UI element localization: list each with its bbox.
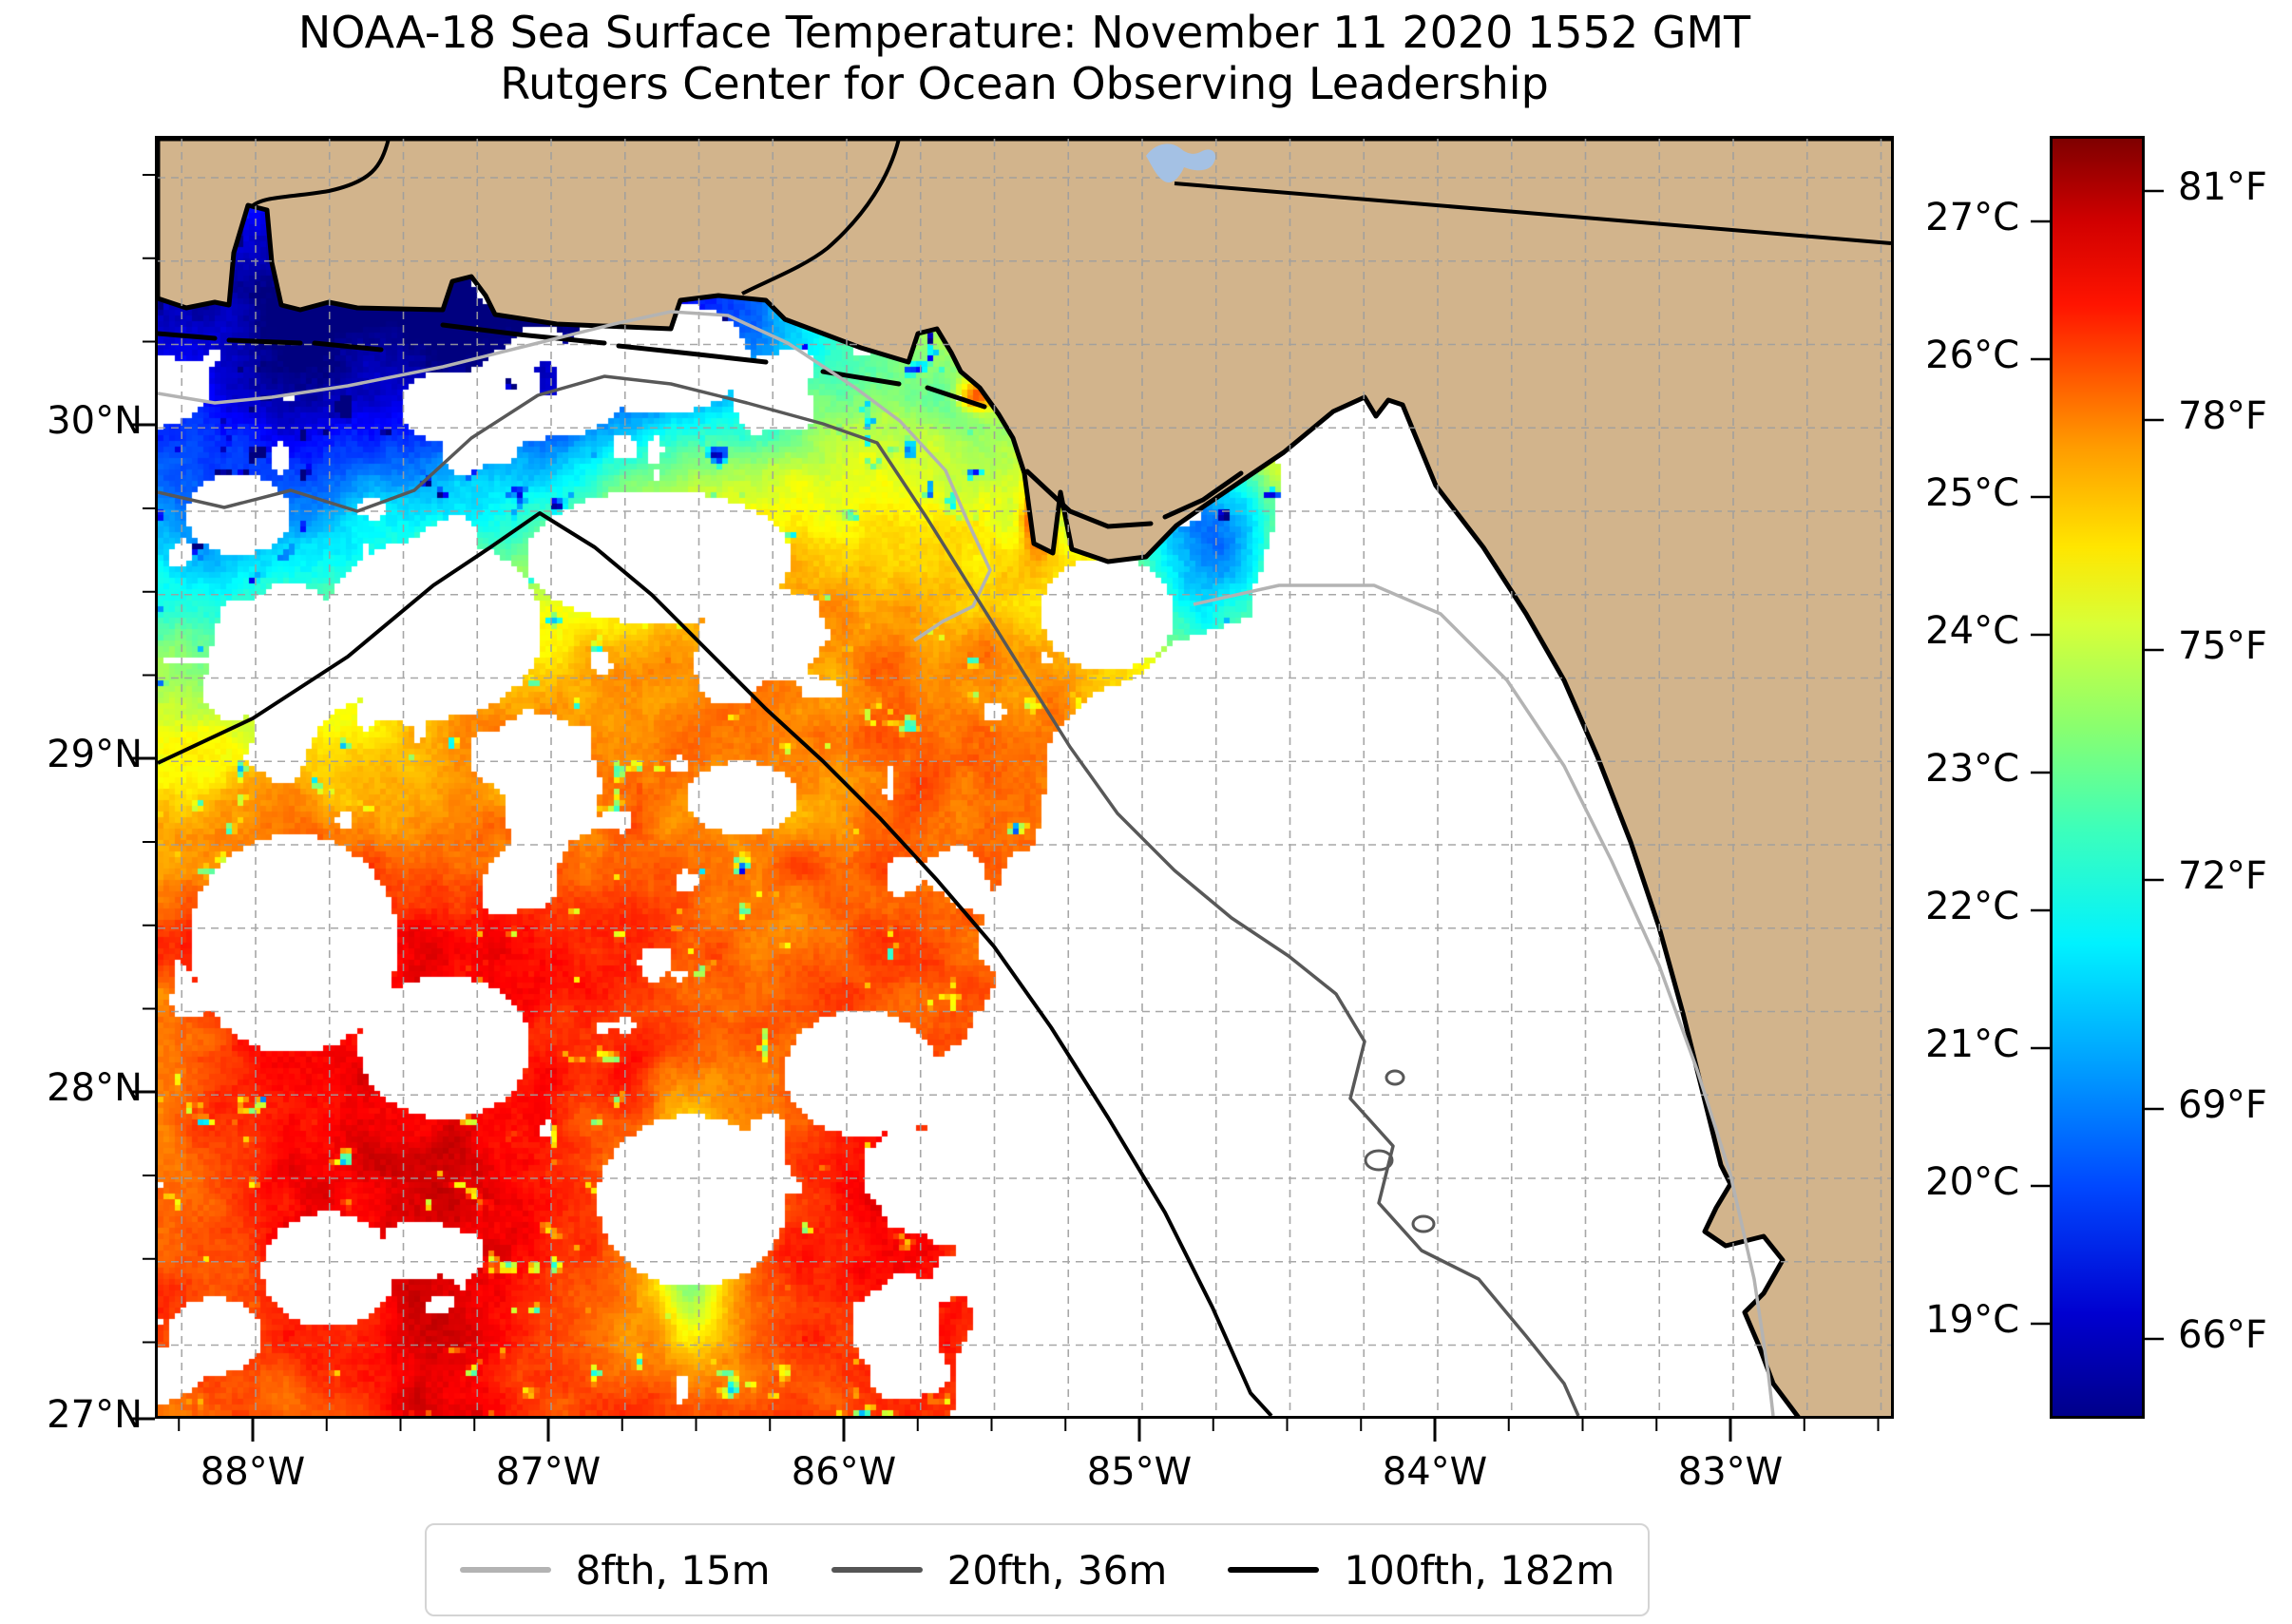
y-tick-label: 28°N xyxy=(47,1066,143,1110)
contour-line-inland xyxy=(1174,182,1891,245)
legend-label: 20fth, 36m xyxy=(946,1546,1168,1594)
colorbar-celsius-label: 20°C xyxy=(1925,1160,2019,1204)
contour-20fth xyxy=(158,374,1580,1416)
contour-8fth-west xyxy=(158,310,992,642)
contour-100fth xyxy=(158,511,1273,1416)
map-plot-area xyxy=(155,136,1894,1419)
y-tick-label: 27°N xyxy=(47,1393,143,1437)
x-tick-label: 83°W xyxy=(1677,1450,1784,1494)
legend-label: 100fth, 182m xyxy=(1344,1546,1615,1594)
colorbar-fahrenheit-label: 66°F xyxy=(2178,1313,2267,1357)
colorbar-celsius-label: 22°C xyxy=(1925,885,2019,928)
lake-polygon xyxy=(1146,143,1216,183)
colorbar-fahrenheit-label: 78°F xyxy=(2178,394,2267,438)
x-tick-label: 84°W xyxy=(1382,1450,1488,1494)
river-line xyxy=(741,139,901,296)
legend-item: 8fth, 15m xyxy=(459,1546,771,1594)
colorbar-fahrenheit-label: 81°F xyxy=(2178,165,2267,209)
contour-8fth-florida xyxy=(1193,583,1775,1416)
colorbar-celsius-label: 27°C xyxy=(1925,196,2019,239)
colorbar-celsius-label: 26°C xyxy=(1925,334,2019,377)
legend-line-sample xyxy=(1228,1567,1320,1573)
x-tick-label: 86°W xyxy=(791,1450,897,1494)
x-tick-label: 87°W xyxy=(495,1450,602,1494)
bathymetry-legend: 8fth, 15m 20fth, 36m 100fth, 182m xyxy=(425,1523,1650,1616)
contour-20fth-loop xyxy=(1364,1149,1394,1172)
barrier-island xyxy=(158,331,384,353)
colorbar-celsius-label: 25°C xyxy=(1925,471,2019,515)
y-tick-label: 30°N xyxy=(47,399,143,443)
colorbar-fahrenheit-label: 75°F xyxy=(2178,624,2267,668)
colorbar-fahrenheit-label: 69°F xyxy=(2178,1083,2267,1127)
figure-subtitle: Rutgers Center for Ocean Observing Leade… xyxy=(500,58,1549,109)
legend-line-sample xyxy=(831,1567,923,1573)
colorbar-celsius-label: 19°C xyxy=(1925,1298,2019,1342)
land-coastline xyxy=(158,139,1891,1416)
colorbar-fahrenheit-label: 72°F xyxy=(2178,854,2267,898)
colorbar-celsius-label: 24°C xyxy=(1925,609,2019,653)
legend-label: 8fth, 15m xyxy=(575,1546,771,1594)
map-overlay xyxy=(158,139,1891,1416)
figure-title-block: NOAA-18 Sea Surface Temperature: Novembe… xyxy=(155,6,1894,108)
river-line xyxy=(249,139,391,209)
lat-lon-grid xyxy=(158,139,1891,1416)
barrier-island xyxy=(1024,468,1244,529)
colorbar xyxy=(2050,136,2145,1419)
colorbar-celsius-label: 21°C xyxy=(1925,1022,2019,1066)
figure-title: NOAA-18 Sea Surface Temperature: Novembe… xyxy=(297,7,1751,58)
barrier-island xyxy=(820,369,987,410)
barrier-island xyxy=(440,322,769,365)
legend-line-sample xyxy=(459,1567,551,1573)
contour-20fth-loop xyxy=(1385,1069,1405,1086)
colorbar-celsius-label: 23°C xyxy=(1925,747,2019,791)
x-tick-label: 88°W xyxy=(200,1450,306,1494)
contour-20fth-loop xyxy=(1411,1214,1436,1233)
legend-item: 100fth, 182m xyxy=(1228,1547,1614,1594)
y-tick-label: 29°N xyxy=(47,733,143,776)
legend-item: 20fth, 36m xyxy=(831,1546,1168,1594)
x-tick-label: 85°W xyxy=(1086,1450,1193,1494)
